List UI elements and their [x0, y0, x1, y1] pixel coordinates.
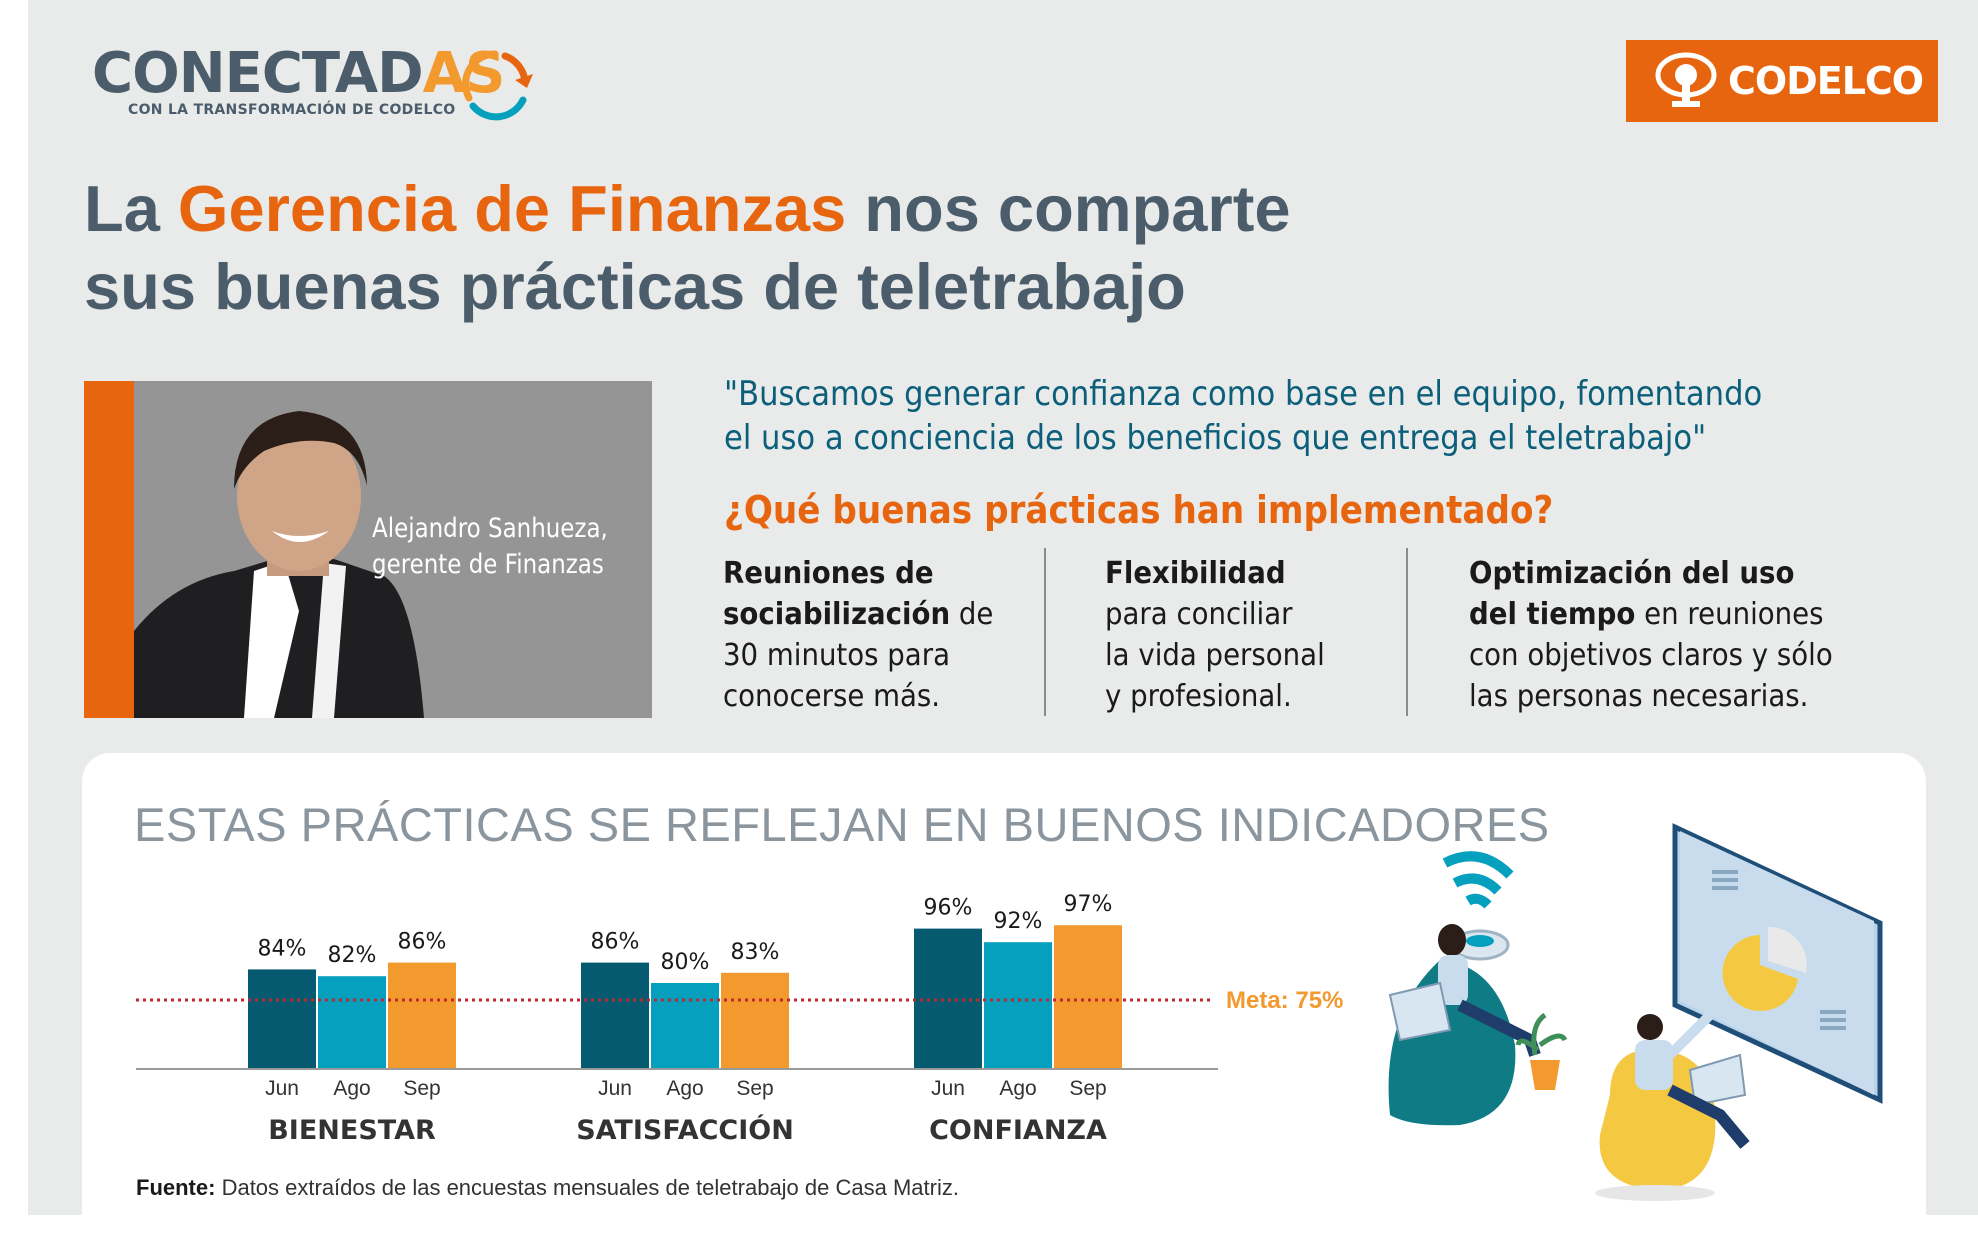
photo-accent-bar	[84, 381, 134, 718]
conectadas-logo: CONECTADAS CON LA TRANSFORMACIÓN DE CODE…	[92, 41, 505, 119]
person-name: Alejandro Sanhueza,	[372, 513, 608, 544]
codelco-name: CODELCO	[1728, 59, 1924, 103]
person-silhouette	[134, 411, 424, 718]
practices-question: ¿Qué buenas prácticas han implementado?	[724, 488, 1554, 532]
practice-text: con objetivos claros y sólo	[1469, 638, 1833, 673]
practice-bold: Flexibilidad	[1105, 556, 1286, 591]
quote-line1: "Buscamos generar confianza como base en…	[724, 374, 1763, 414]
practice-item: Optimización del uso del tiempo en reuni…	[1469, 553, 1833, 717]
practice-text: las personas necesarias.	[1469, 679, 1809, 714]
title-line2: sus buenas prácticas de teletrabajo	[84, 250, 1186, 323]
practice-item: Reuniones de sociabilización de 30 minut…	[723, 553, 993, 717]
logo-tagline: CON LA TRANSFORMACIÓN DE CODELCO	[128, 102, 456, 118]
page-title: La Gerencia de Finanzas nos comparte sus…	[84, 170, 1291, 326]
person-caption: Alejandro Sanhueza, gerente de Finanzas	[372, 511, 608, 583]
bar	[248, 969, 316, 1068]
bar	[318, 976, 386, 1068]
bar	[721, 972, 789, 1068]
bar	[914, 928, 982, 1068]
title-part2: nos comparte	[846, 172, 1291, 245]
bar-value-label: 80%	[661, 950, 710, 975]
practice-bold: Optimización del uso	[1469, 556, 1795, 591]
x-tick-label: Ago	[666, 1077, 703, 1100]
codelco-emblem-icon	[1655, 52, 1717, 107]
practice-text: en reuniones	[1635, 597, 1824, 632]
codelco-logo: CODELCO	[1626, 40, 1938, 122]
source-label: Fuente:	[136, 1175, 216, 1200]
group-label: BIENESTAR	[268, 1115, 436, 1146]
x-tick-label: Jun	[598, 1077, 632, 1100]
quote-line2: el uso a conciencia de los beneficios qu…	[724, 418, 1707, 458]
bar	[1054, 925, 1122, 1068]
x-tick-label: Jun	[265, 1077, 299, 1100]
x-tick-label: Jun	[931, 1077, 965, 1100]
practice-text: y profesional.	[1105, 679, 1292, 714]
divider	[1044, 548, 1046, 716]
practice-text: de	[950, 597, 994, 632]
logo-text-part1: CONECTAD	[92, 41, 424, 106]
group-label: CONFIANZA	[929, 1115, 1107, 1146]
divider	[1406, 548, 1408, 716]
bar	[388, 962, 456, 1068]
practice-item: Flexibilidad para conciliar la vida pers…	[1105, 553, 1325, 717]
practice-text: para conciliar	[1105, 597, 1293, 632]
bar-value-label: 86%	[398, 930, 447, 955]
person-role: gerente de Finanzas	[372, 549, 604, 580]
bar-value-label: 82%	[328, 943, 377, 968]
target-label: Meta: 75%	[1226, 987, 1343, 1014]
remote-work-illustration	[1388, 823, 1883, 1201]
portrait-photo: Alejandro Sanhueza, gerente de Finanzas	[84, 381, 652, 718]
x-tick-label: Sep	[1069, 1077, 1106, 1100]
quote: "Buscamos generar confianza como base en…	[724, 372, 1762, 460]
title-highlight: Gerencia de Finanzas	[177, 172, 847, 245]
bar-value-label: 84%	[258, 936, 307, 961]
refresh-arrow-icon	[462, 50, 533, 121]
practice-text: Reuniones de	[723, 556, 934, 591]
practice-text: 30 minutos para	[723, 638, 950, 673]
bar	[651, 983, 719, 1068]
practice-text: conocerse más.	[723, 679, 941, 714]
practice-text: la vida personal	[1105, 638, 1325, 673]
practice-bold: sociabilización	[723, 597, 951, 632]
x-tick-label: Ago	[333, 1077, 370, 1100]
practice-bold: del tiempo	[1469, 597, 1636, 632]
group-label: SATISFACCIÓN	[576, 1114, 794, 1146]
title-part1: La	[84, 172, 178, 245]
x-tick-label: Ago	[999, 1077, 1036, 1100]
x-tick-label: Sep	[736, 1077, 773, 1100]
bar-value-label: 96%	[924, 896, 973, 921]
x-tick-label: Sep	[403, 1077, 440, 1100]
bar-value-label: 86%	[591, 930, 640, 955]
bar-value-label: 83%	[731, 940, 780, 965]
source-text: Datos extraídos de las encuestas mensual…	[215, 1175, 959, 1200]
bar	[984, 942, 1052, 1068]
bar-value-label: 97%	[1064, 892, 1113, 917]
indicators-title: ESTAS PRÁCTICAS SE REFLEJAN EN BUENOS IN…	[134, 798, 1550, 851]
bar	[581, 962, 649, 1068]
bar-value-label: 92%	[994, 909, 1043, 934]
source-note: Fuente: Datos extraídos de las encuestas…	[136, 1175, 959, 1201]
